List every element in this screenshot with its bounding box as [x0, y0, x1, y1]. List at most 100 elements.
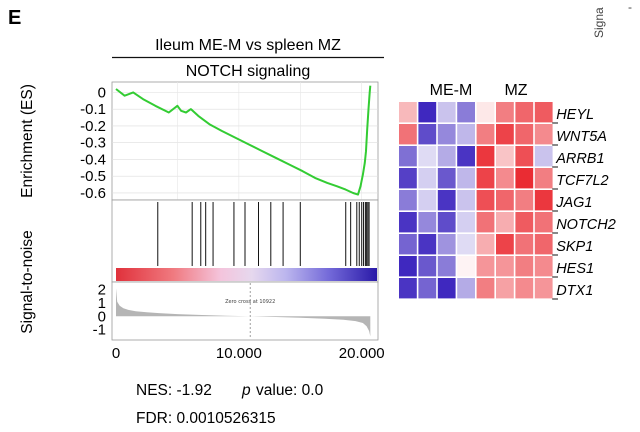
- heatmap-cell: [437, 278, 456, 299]
- chart-title: Ileum ME-M vs spleen MZ: [155, 37, 341, 54]
- heatmap-gene-labels: HEYL WNT5A ARRB1 TCF7L2 JAG1 NOTCH2 SKP1 HES1 DT…: [552, 107, 616, 300]
- heatmap-cell: [418, 234, 437, 255]
- heatmap-cell: [534, 124, 553, 145]
- heatmap-cell: [457, 168, 475, 189]
- es-axis-label: Enrichment (ES): [19, 84, 36, 198]
- nes-label: NES: -1.92: [136, 382, 212, 399]
- noise-x-tick-label: 20.000: [339, 345, 385, 362]
- heatmap-cell: [399, 102, 417, 123]
- heatmap-cell: [437, 124, 456, 145]
- es-y-tick-label: -0.4: [80, 151, 106, 168]
- corner-dash: -: [628, 0, 632, 14]
- heatmap-cell: [457, 190, 475, 211]
- noise-panel: 210-1 Zero cross at 10922 0 10.000 20.000: [93, 281, 385, 362]
- gene-label: ARRB1: [555, 151, 604, 167]
- noise-y-tick-label: 1: [98, 295, 106, 312]
- es-line: [115, 85, 372, 196]
- zero-cross-label: Zero cross at 10922: [225, 299, 275, 305]
- es-y-tick-label: -0.6: [80, 185, 106, 202]
- heatmap-cell: [496, 212, 514, 233]
- heatmap-cell: [418, 124, 437, 145]
- heatmap-cell: [515, 102, 534, 123]
- noise-x-tick-label: 10.000: [216, 345, 262, 362]
- heatmap-cell: [515, 168, 534, 189]
- heatmap-cell: [496, 190, 514, 211]
- heatmap-cell: [515, 278, 534, 299]
- noise-plot-frame: [111, 281, 379, 341]
- heatmap-cell: [496, 234, 514, 255]
- heatmap-cell: [515, 146, 534, 167]
- gene-label: NOTCH2: [556, 217, 616, 233]
- heatmap-cell: [418, 190, 437, 211]
- heatmap-cell: [534, 278, 553, 299]
- heatmap-cell: [496, 278, 514, 299]
- panel-label: E: [8, 7, 21, 29]
- heatmap-cell: [534, 102, 553, 123]
- noise-y-ticks: 210-1: [93, 282, 106, 339]
- es-y-tick-label: -0.2: [80, 118, 106, 135]
- heatmap-cell: [399, 124, 417, 145]
- heatmap-cell: [399, 146, 417, 167]
- heatmap-cell: [515, 124, 534, 145]
- heatmap-cell: [534, 190, 553, 211]
- heatmap-cell: [418, 212, 437, 233]
- heatmap-cell: [515, 256, 534, 277]
- es-y-tick-label: -0.1: [80, 101, 106, 118]
- heatmap-cell: [457, 146, 475, 167]
- heatmap-cell: [418, 102, 437, 123]
- gene-label: TCF7L2: [556, 173, 608, 189]
- heatmap-cell: [476, 278, 495, 299]
- heatmap-cell: [457, 212, 475, 233]
- heatmap-cell: [399, 234, 417, 255]
- heatmap-cell: [399, 168, 417, 189]
- pvalue-text: value: 0.0: [256, 382, 324, 399]
- es-y-ticks: 0-0.1-0.2-0.3-0.4-0.5-0.6: [80, 84, 106, 202]
- heatmap-cell: [515, 212, 534, 233]
- gene-label: DTX1: [556, 283, 593, 299]
- heatmap-cell: [418, 168, 437, 189]
- heatmap-cell: [418, 256, 437, 277]
- heatmap-cell: [476, 124, 495, 145]
- heatmap-cell: [476, 212, 495, 233]
- heatmap-cell: [476, 234, 495, 255]
- heatmap-cell: [476, 168, 495, 189]
- heatmap-cell: [457, 124, 475, 145]
- noise-y-tick-label: 0: [98, 308, 106, 325]
- corner-fragment: Signa: [592, 7, 606, 38]
- heatmap-cell: [437, 212, 456, 233]
- fdr-label: FDR: 0.0010526315: [136, 410, 276, 427]
- heatmap-cell: [515, 234, 534, 255]
- heatmap-cell: [534, 212, 553, 233]
- gene-label: HES1: [556, 261, 594, 277]
- rank-gradient-bar: [116, 268, 377, 281]
- heatmap-cell: [496, 256, 514, 277]
- heatmap-cell: [496, 102, 514, 123]
- gene-label: SKP1: [556, 239, 593, 255]
- noise-x-ticks: 0 10.000 20.000: [112, 345, 385, 362]
- noise-y-tick-label: 2: [98, 282, 106, 299]
- noise-y-tick-label: -1: [93, 322, 106, 339]
- es-y-tick-label: -0.3: [80, 135, 106, 152]
- heatmap: ME-M MZ HEYL WNT5A ARRB1 TCF7L2 JAG1 NOTCH2 SK…: [399, 82, 616, 300]
- chart-subtitle: NOTCH signaling: [186, 63, 310, 80]
- heatmap-cell: [437, 234, 456, 255]
- heatmap-cell: [399, 256, 417, 277]
- heatmap-cell: [476, 146, 495, 167]
- heatmap-cell: [437, 256, 456, 277]
- es-y-tick-label: -0.5: [80, 168, 106, 185]
- heatmap-cell: [437, 146, 456, 167]
- group-label-mz: MZ: [504, 82, 527, 99]
- heatmap-cell: [534, 146, 553, 167]
- heatmap-cell: [457, 234, 475, 255]
- heatmap-cell: [399, 190, 417, 211]
- heatmap-cell: [437, 102, 456, 123]
- gene-label: WNT5A: [556, 129, 607, 145]
- heatmap-cells: [399, 102, 553, 299]
- heatmap-cell: [476, 102, 495, 123]
- heatmap-cell: [457, 278, 475, 299]
- heatmap-cell: [476, 256, 495, 277]
- es-y-tick-label: 0: [98, 84, 106, 101]
- pvalue-symbol: p: [241, 382, 251, 399]
- heatmap-cell: [534, 256, 553, 277]
